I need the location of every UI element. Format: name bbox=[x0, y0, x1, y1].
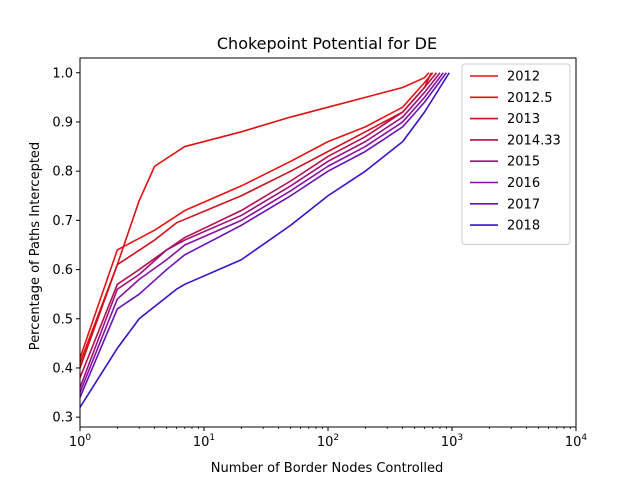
y-tick-label: 0.8 bbox=[52, 165, 73, 180]
x-tick-label: 100 bbox=[69, 433, 92, 450]
x-tick-label: 103 bbox=[441, 433, 463, 450]
legend-label: 2014.33 bbox=[507, 133, 561, 148]
series-lines bbox=[80, 72, 450, 408]
x-tick-label: 101 bbox=[193, 433, 215, 450]
x-axis-label: Number of Border Nodes Controlled bbox=[211, 461, 443, 476]
series-line-2017 bbox=[80, 72, 447, 398]
series-line-2014-33 bbox=[80, 72, 438, 379]
y-tick-label: 0.9 bbox=[52, 115, 73, 130]
y-tick-label: 0.6 bbox=[52, 263, 73, 278]
legend-label: 2018 bbox=[507, 219, 540, 234]
chart-title: Chokepoint Potential for DE bbox=[217, 34, 437, 53]
x-tick-label: 102 bbox=[317, 433, 339, 450]
plot-area: 100 101 102 103 104 0.3 0.4 0.5 0.6 0.7 0.8 0.9 1.0 bbox=[52, 57, 588, 450]
y-tick-label: 1.0 bbox=[52, 66, 73, 81]
legend-box bbox=[461, 63, 571, 245]
y-tick-label: 0.5 bbox=[52, 312, 73, 327]
series-line-2016 bbox=[80, 72, 444, 393]
series-line-2012-5 bbox=[80, 72, 430, 364]
legend-label: 2015 bbox=[507, 155, 540, 170]
legend-label: 2012.5 bbox=[507, 91, 553, 106]
legend-label: 2012 bbox=[507, 70, 540, 85]
legend-label: 2017 bbox=[507, 197, 540, 212]
series-line-2012 bbox=[80, 72, 434, 359]
series-line-2015 bbox=[80, 72, 441, 388]
legend-label: 2016 bbox=[507, 176, 540, 191]
y-axis-label: Percentage of Paths Intercepted bbox=[28, 142, 43, 350]
series-line-2018 bbox=[80, 72, 450, 408]
legend: 2012 2012.5 2013 2014.33 2015 2016 2017 2018 bbox=[461, 63, 571, 245]
y-tick-label: 0.4 bbox=[52, 361, 73, 376]
x-tick-label: 104 bbox=[565, 433, 588, 450]
y-tick-label: 0.3 bbox=[52, 411, 73, 426]
legend-label: 2013 bbox=[507, 112, 540, 127]
y-tick-label: 0.7 bbox=[52, 214, 73, 229]
